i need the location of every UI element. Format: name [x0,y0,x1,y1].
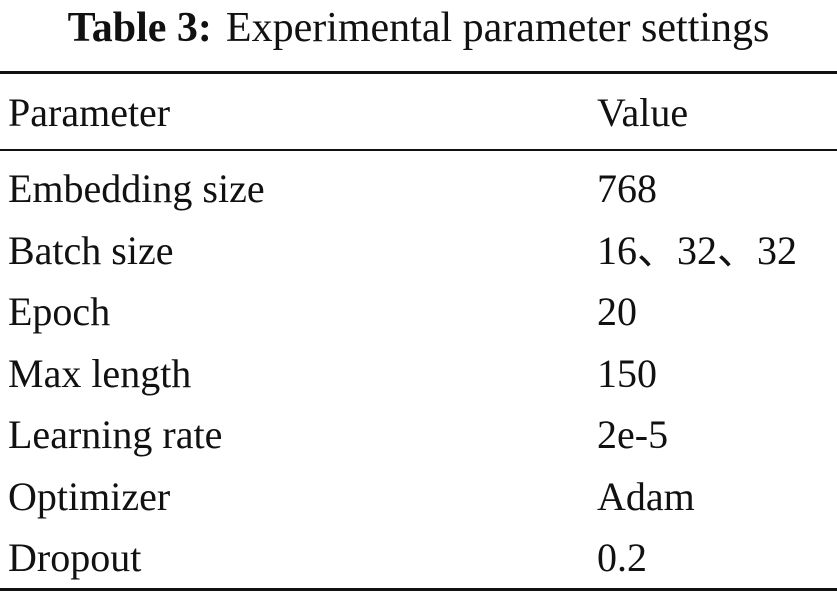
table-cell: Max length [8,350,192,396]
table-cell: 768 [597,166,657,211]
header-cell: Value [597,90,689,135]
caption: Table 3: Experimental parameter settings [0,4,837,52]
table-cell: Embedding size [8,166,265,211]
table-cell: Adam [597,473,695,519]
header-cell: Parameter [8,90,171,135]
table-cell: 0.2 [597,535,647,580]
table-cell: Batch size [8,227,174,273]
table-cell: Optimizer [8,473,171,519]
table-cell: 2e-5 [597,412,669,457]
bottom-rule [0,588,837,591]
table-cell: 16、32、32 [597,227,797,273]
mid-rule [0,149,837,151]
table-cell: 20 [597,289,637,334]
table-cell: Learning rate [8,412,223,457]
table-cell: Dropout [8,535,142,580]
table-cell: 150 [597,350,657,396]
top-rule [0,71,837,74]
table-cell: Epoch [8,289,111,334]
caption-label: Table 3: [67,5,212,51]
caption-text: Experimental parameter settings [225,5,770,51]
